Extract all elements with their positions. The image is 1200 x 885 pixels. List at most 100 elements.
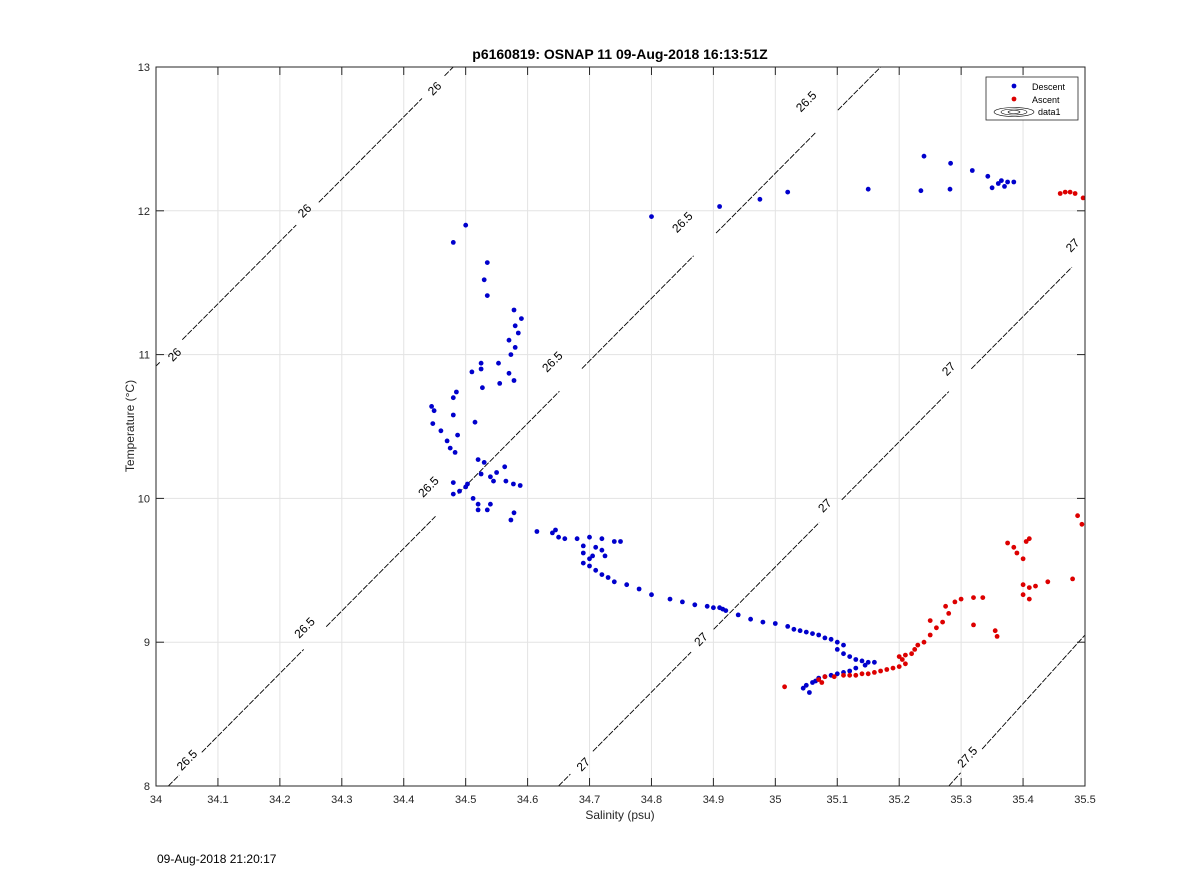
contour-line-26.5 (325, 516, 436, 627)
descent-point (757, 196, 763, 202)
ascent-point (890, 665, 896, 671)
descent-point (872, 659, 877, 665)
descent-point (859, 658, 865, 664)
descent-point (556, 534, 561, 540)
legend-ascent-marker (1011, 96, 1017, 102)
descent-point (450, 412, 456, 418)
ascent-point (1020, 592, 1026, 598)
ascent-point (865, 671, 871, 677)
descent-point (463, 222, 469, 228)
contour-line-26.5 (168, 774, 180, 786)
descent-point (803, 629, 809, 635)
x-tick-label: 35 (769, 794, 781, 806)
descent-point (1002, 184, 1007, 189)
ascent-point (946, 611, 952, 616)
x-tick-label: 34.9 (703, 794, 724, 806)
descent-point (807, 690, 812, 695)
descent-point (480, 385, 485, 391)
legend-ascent-label: Ascent (1032, 95, 1060, 105)
descent-point (587, 563, 592, 569)
y-tick-label: 9 (144, 637, 150, 649)
descent-point (506, 337, 512, 343)
descent-point (636, 586, 642, 592)
descent-point (649, 214, 654, 220)
descent-point (797, 628, 803, 634)
descent-point (810, 631, 815, 636)
descent-point (430, 421, 436, 426)
descent-point (506, 370, 512, 376)
descent-point (470, 496, 476, 501)
x-tick-label: 35.2 (888, 794, 909, 806)
ascent-point (1057, 191, 1063, 196)
contour-line-26.5 (581, 255, 694, 369)
descent-point (969, 168, 975, 173)
x-tick-label: 34.4 (393, 794, 414, 806)
descent-point (457, 488, 462, 494)
ascent-point (1020, 556, 1026, 562)
descent-point (735, 612, 741, 618)
x-axis-ticks: 34 34.1 34.2 34.3 34.4 34.5 34.6 34.7 34.8 34.9 35… (150, 67, 1096, 806)
ascent-point (1079, 521, 1085, 527)
contour-line-27 (841, 391, 950, 501)
descent-point (947, 186, 953, 192)
x-tick-label: 35.1 (827, 794, 848, 806)
descent-point (602, 553, 608, 559)
descent-point (562, 536, 568, 542)
ascent-point (1067, 189, 1073, 195)
descent-point (454, 389, 459, 395)
x-tick-label: 34.3 (331, 794, 352, 806)
descent-point (488, 474, 493, 480)
ascent-point (782, 684, 787, 690)
descent-point (511, 510, 517, 516)
ascent-point (878, 668, 883, 674)
descent-point (574, 536, 580, 542)
contour-line-26.5 (837, 67, 881, 111)
descent-point (452, 450, 458, 455)
descent-point (593, 567, 599, 573)
contour-line-26.5 (201, 649, 305, 753)
descent-point (865, 186, 871, 192)
contour-line-26 (318, 98, 423, 203)
descent-point (450, 395, 456, 401)
descent-point (511, 307, 517, 313)
ascent-point (1023, 539, 1029, 544)
descent-point (624, 582, 630, 588)
descent-point (553, 527, 558, 533)
ascent-point (816, 677, 822, 682)
descent-point (580, 550, 586, 556)
descent-point (431, 408, 437, 414)
descent-point (1005, 179, 1010, 185)
descent-point (704, 603, 710, 609)
contour-line-27.5 (981, 634, 1085, 750)
y-tick-label: 13 (138, 62, 150, 74)
ascent-point (1014, 550, 1020, 556)
descent-point (599, 572, 605, 577)
descent-point (834, 639, 840, 645)
y-tick-label: 12 (138, 206, 150, 218)
descent-point (985, 173, 991, 179)
descent-point (611, 539, 617, 544)
descent-point (948, 160, 953, 166)
series-ascent (782, 189, 1085, 690)
ascent-point (921, 639, 927, 645)
ascent-point (884, 667, 890, 672)
descent-point (438, 428, 444, 434)
ascent-point (1026, 596, 1032, 602)
ascent-point (927, 618, 933, 623)
x-tick-label: 34.2 (269, 794, 290, 806)
ascent-point (859, 671, 865, 677)
descent-point (692, 602, 698, 608)
descent-point (785, 189, 791, 195)
ascent-point (896, 664, 902, 669)
ascent-point (958, 596, 964, 602)
descent-point (847, 668, 853, 674)
ascent-point (899, 657, 905, 662)
descent-point (497, 381, 503, 386)
descent-point (481, 277, 487, 283)
descent-point (488, 501, 493, 507)
legend[interactable]: Descent Ascent data1 (985, 76, 1079, 121)
x-tick-label: 34.5 (455, 794, 476, 806)
series-descent (429, 153, 1017, 695)
ascent-point (1080, 195, 1085, 201)
